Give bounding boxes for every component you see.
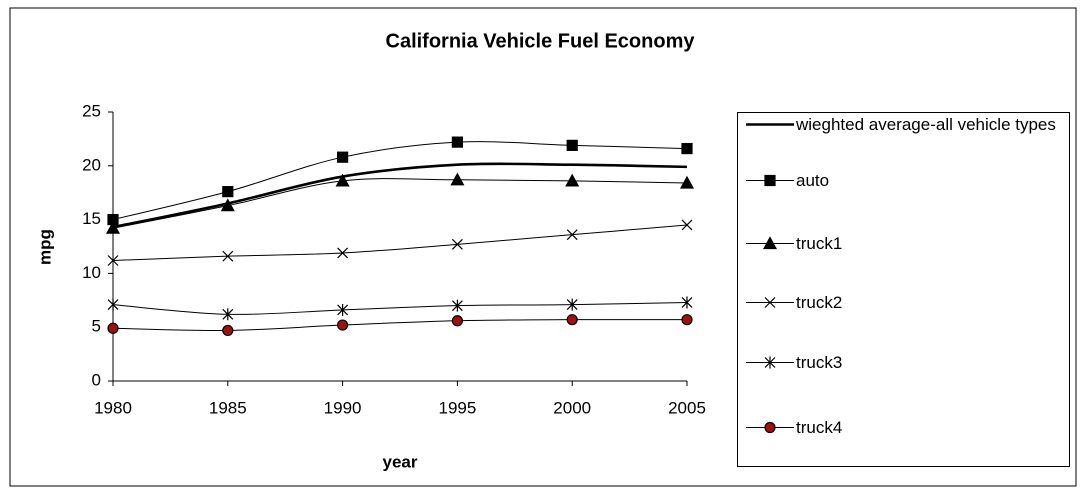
marker <box>222 308 234 321</box>
y-axis-label: mpg <box>35 229 54 265</box>
series-line <box>112 178 688 229</box>
marker <box>764 297 776 308</box>
legend-item: truck4 <box>744 416 1061 439</box>
marker <box>220 198 235 212</box>
marker <box>451 136 463 148</box>
legend-item: wieghted average-all vehicle types <box>744 113 1061 136</box>
marker <box>450 172 465 186</box>
legend-label: truck3 <box>796 353 843 372</box>
legend-item: truck3 <box>744 351 1061 374</box>
legend-label: truck1 <box>796 234 843 253</box>
series-line <box>112 162 688 229</box>
marker <box>105 220 121 234</box>
marker <box>451 299 463 312</box>
legend-swatch <box>746 356 794 369</box>
marker <box>451 315 463 327</box>
marker <box>107 322 119 334</box>
marker <box>681 314 693 326</box>
x-tick-label: 1995 <box>438 398 476 417</box>
marker <box>222 324 234 337</box>
legend-swatch <box>746 421 794 434</box>
legend-item: truck1 <box>744 232 1061 255</box>
marker <box>222 250 234 262</box>
marker <box>764 356 776 369</box>
legend-label: wieghted average-all vehicle types <box>796 115 1056 134</box>
legend-label: auto <box>796 171 830 190</box>
x-tick-label: 1980 <box>94 398 132 417</box>
legend-label: truck4 <box>796 418 843 437</box>
x-tick-label: 1990 <box>324 398 362 417</box>
marker <box>337 151 349 163</box>
y-tick-label: 10 <box>82 263 101 282</box>
marker <box>566 229 578 241</box>
series-line <box>112 301 688 315</box>
marker <box>764 421 776 434</box>
x-tick-label: 2005 <box>668 398 706 417</box>
marker <box>566 139 578 151</box>
marker <box>222 186 234 198</box>
marker <box>566 298 578 311</box>
legend-swatch <box>746 123 794 126</box>
marker <box>337 319 349 331</box>
y-tick-label: 25 <box>82 101 101 120</box>
marker <box>681 296 693 309</box>
chart-title: California Vehicle Fuel Economy <box>386 30 696 52</box>
y-tick-label: 0 <box>92 370 101 389</box>
legend-swatch <box>746 174 794 187</box>
marker <box>566 314 578 326</box>
legend-item: auto <box>744 169 1061 192</box>
legend-item: truck2 <box>744 291 1061 314</box>
marker <box>565 173 580 187</box>
marker <box>335 173 350 187</box>
marker <box>762 236 778 250</box>
series-line <box>112 141 688 221</box>
y-tick-label: 15 <box>82 209 101 228</box>
marker <box>337 247 349 259</box>
x-tick-label: 1985 <box>209 398 247 417</box>
legend-swatch <box>746 297 794 308</box>
marker <box>764 174 776 187</box>
series-line <box>112 224 688 261</box>
marker <box>337 303 349 316</box>
marker <box>679 175 695 189</box>
y-tick-label: 20 <box>82 155 101 174</box>
x-axis-label: year <box>383 452 418 471</box>
legend-label: truck2 <box>796 293 843 312</box>
series-line <box>112 319 688 332</box>
legend: wieghted average-all vehicle types auto tr… <box>737 112 1070 467</box>
marker <box>681 219 693 231</box>
y-tick-label: 5 <box>92 317 101 336</box>
x-tick-label: 2000 <box>553 398 591 417</box>
marker <box>681 142 693 155</box>
marker <box>107 298 119 311</box>
marker <box>451 238 463 250</box>
legend-swatch <box>746 236 794 250</box>
marker <box>107 255 119 266</box>
